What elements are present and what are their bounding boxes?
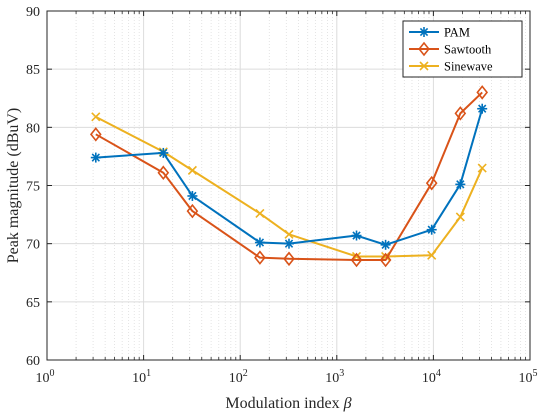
series-line-sawtooth <box>95 91 483 261</box>
x-tick-label-exponent: 3 <box>339 368 344 379</box>
data-point-pam <box>90 152 101 163</box>
x-tick-label-exponent: 2 <box>243 368 248 379</box>
x-tick-label: 102 <box>229 368 248 386</box>
series-sinewave <box>91 112 487 262</box>
y-tick-label: 70 <box>26 238 40 253</box>
legend-entry-sinewave: Sinewave <box>409 60 493 74</box>
ticks <box>46 10 531 361</box>
data-point-pam <box>351 230 362 241</box>
x-tick-label-exponent: 0 <box>50 368 55 379</box>
data-point-sinewave <box>477 163 487 173</box>
x-tick-label-base: 10 <box>519 371 533 386</box>
x-tick-label: 103 <box>325 368 344 386</box>
data-point-pam <box>158 147 169 158</box>
x-tick-label: 105 <box>519 368 538 386</box>
y-tick-label: 60 <box>26 354 40 369</box>
x-tick-label-base: 10 <box>36 371 50 386</box>
data-point-sawtooth <box>476 85 489 100</box>
legend-marker <box>419 61 429 71</box>
series-pam <box>90 103 488 250</box>
data-point-pam <box>477 103 488 114</box>
data-point-sawtooth <box>350 252 363 268</box>
data-point-sawtooth <box>283 251 295 267</box>
legend-marker <box>418 41 430 57</box>
x-axis-label: Modulation index β <box>225 395 351 412</box>
data-point-sinewave <box>284 229 294 239</box>
data-point-pam <box>254 237 265 248</box>
legend-label: Sinewave <box>444 60 493 74</box>
data-point-sawtooth <box>379 252 392 268</box>
x-tick-label-base: 10 <box>229 371 243 386</box>
legend: PAM Sawtooth Sinewave <box>402 20 523 78</box>
x-tick-label-exponent: 4 <box>436 368 441 379</box>
legend-entry-sawtooth: Sawtooth <box>409 41 492 57</box>
series-sawtooth <box>89 85 489 268</box>
series-line-pam <box>95 108 484 246</box>
data-point-sinewave <box>187 165 197 175</box>
x-tick-label-exponent: 5 <box>533 368 538 379</box>
y-axis-label: Peak magnitude (dBuV) <box>5 108 22 264</box>
data-point-sinewave <box>91 112 101 122</box>
data-point-pam <box>455 179 466 190</box>
x-tick-label-base: 10 <box>325 371 339 386</box>
data-point-pam <box>187 190 198 201</box>
legend-entry-pam: PAM <box>409 26 470 40</box>
y-tick-label: 65 <box>26 296 40 311</box>
data-point-sinewave <box>255 208 265 218</box>
data-point-pam <box>283 238 294 249</box>
data-point-sawtooth <box>454 106 467 121</box>
data-point-sawtooth <box>157 165 170 180</box>
data-point-sawtooth <box>186 203 199 219</box>
x-tick-label-exponent: 1 <box>146 368 151 379</box>
x-tick-label-base: 10 <box>422 371 436 386</box>
data-point-sawtooth <box>425 175 438 191</box>
x-tick-label: 101 <box>132 368 151 386</box>
series-line-sinewave <box>95 115 484 258</box>
series-layer <box>89 85 489 268</box>
x-axis-label-symbol: β <box>343 395 352 412</box>
y-tick-label: 80 <box>26 121 40 136</box>
legend-label: PAM <box>444 26 470 40</box>
data-point-sinewave <box>427 250 437 260</box>
data-point-pam <box>426 224 437 235</box>
legend-marker <box>419 27 429 37</box>
x-tick-label: 104 <box>422 368 441 386</box>
data-point-sawtooth <box>254 250 266 265</box>
x-tick-label: 100 <box>36 368 55 386</box>
data-point-pam <box>380 239 391 250</box>
x-axis-label-text: Modulation index <box>225 395 343 412</box>
y-tick-label: 90 <box>26 5 40 20</box>
y-tick-label: 85 <box>26 63 40 78</box>
data-point-sinewave <box>455 212 465 222</box>
data-point-sawtooth <box>89 127 102 142</box>
legend-label: Sawtooth <box>444 43 492 57</box>
x-tick-label-base: 10 <box>132 371 146 386</box>
y-tick-label: 75 <box>26 180 40 195</box>
